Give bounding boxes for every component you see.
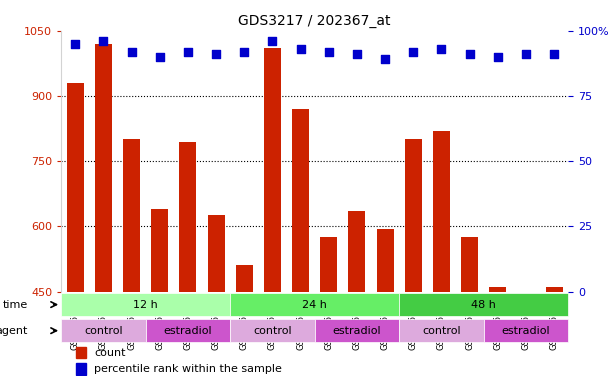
FancyBboxPatch shape [399,319,484,343]
Point [436,46,446,52]
Point [126,48,136,55]
Text: estradiol: estradiol [164,326,212,336]
Text: 12 h: 12 h [133,300,158,310]
Point [70,41,80,47]
Text: control: control [253,326,291,336]
Point [380,56,390,63]
Text: estradiol: estradiol [332,326,381,336]
Point [240,48,249,55]
Bar [123,139,140,291]
FancyBboxPatch shape [145,319,230,343]
FancyBboxPatch shape [230,319,315,343]
Text: control: control [422,326,461,336]
Text: agent: agent [0,326,28,336]
FancyBboxPatch shape [399,293,568,316]
Bar [67,83,84,291]
Text: control: control [84,326,123,336]
Bar [236,265,253,291]
Text: percentile rank within the sample: percentile rank within the sample [94,364,282,374]
Point [324,48,334,55]
Text: count: count [94,348,126,358]
Bar [152,209,168,291]
Point [155,54,164,60]
Point [352,51,362,57]
FancyBboxPatch shape [484,319,568,343]
Point [296,46,306,52]
Bar [292,109,309,291]
FancyBboxPatch shape [61,293,230,316]
FancyBboxPatch shape [230,293,399,316]
Bar [461,237,478,291]
Text: 24 h: 24 h [302,300,327,310]
Point [465,51,475,57]
Point [549,51,559,57]
Bar [76,363,87,375]
Bar [264,48,281,291]
Bar [546,287,563,291]
Text: time: time [3,300,28,310]
Bar [76,347,87,358]
FancyBboxPatch shape [315,319,399,343]
Point [98,38,108,44]
Bar [208,215,224,291]
Point [268,38,277,44]
Bar [433,131,450,291]
Bar [180,142,196,291]
Title: GDS3217 / 202367_at: GDS3217 / 202367_at [238,14,391,28]
Bar [95,44,112,291]
FancyBboxPatch shape [61,319,145,343]
Point [408,48,418,55]
Bar [320,237,337,291]
Point [521,51,531,57]
Point [211,51,221,57]
Text: 48 h: 48 h [471,300,496,310]
Text: estradiol: estradiol [502,326,551,336]
Bar [376,228,393,291]
Bar [348,211,365,291]
Point [183,48,193,55]
Bar [489,287,507,291]
Bar [405,139,422,291]
Point [493,54,503,60]
